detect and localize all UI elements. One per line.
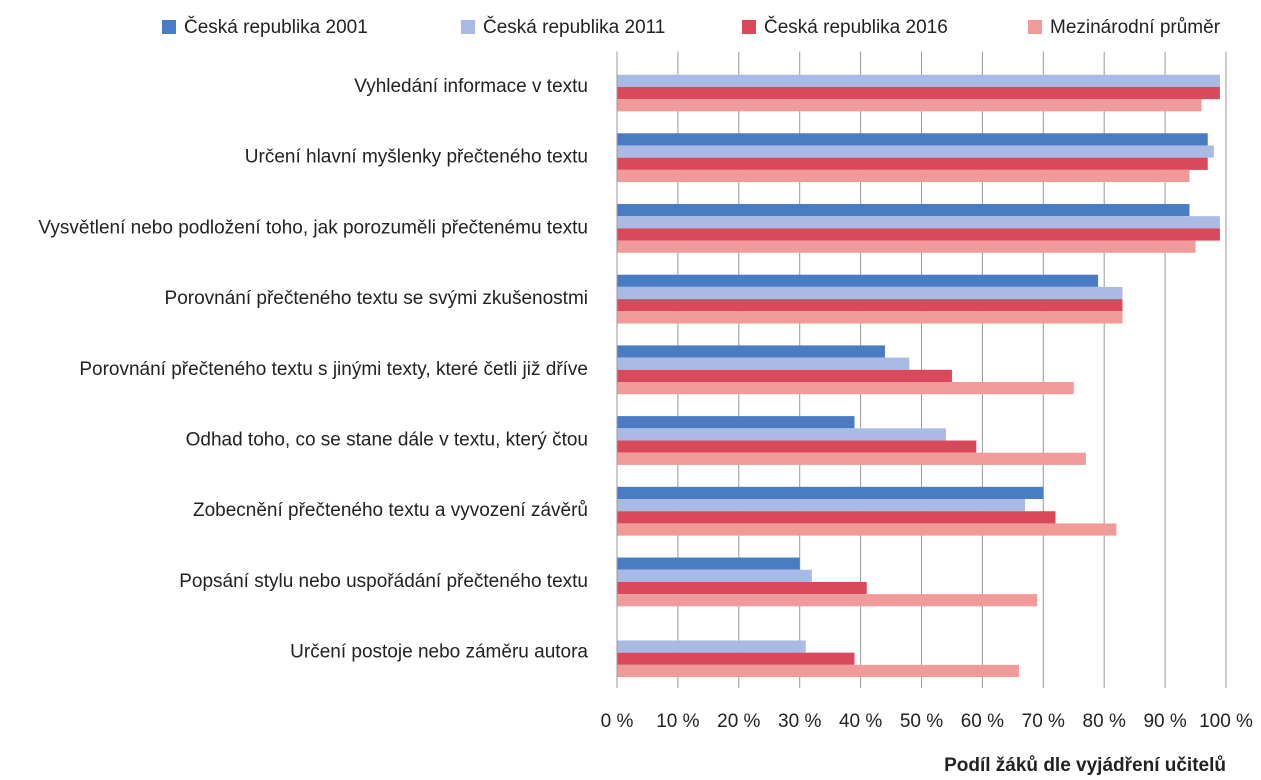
bar xyxy=(617,133,1208,146)
bar xyxy=(617,486,1044,500)
x-tick-label: 50 % xyxy=(900,711,943,732)
bar xyxy=(617,382,1074,395)
legend-label: Česká republika 2011 xyxy=(483,16,665,38)
bar xyxy=(617,157,1208,170)
bar xyxy=(617,452,1086,465)
bar xyxy=(617,511,1056,524)
bar xyxy=(617,345,885,358)
category-label-line: Odhad toho, co se stane dále v textu, kt… xyxy=(186,430,588,451)
category-label: Vyhledání informace v textu xyxy=(354,76,588,97)
bar xyxy=(617,145,1214,158)
bar xyxy=(617,581,867,595)
legend-swatch xyxy=(742,20,756,34)
bar xyxy=(617,569,812,582)
bar xyxy=(617,99,1202,112)
category-label-line: Porovnání přečteného textu se svými zkuš… xyxy=(165,288,588,309)
x-tick-label: 70 % xyxy=(1022,711,1065,732)
x-tick-label: 0 % xyxy=(601,711,634,732)
bar xyxy=(617,594,1038,607)
category-label-line: Určení postoje nebo záměru autora xyxy=(290,642,588,663)
category-label-line: Porovnání přečteného textu s jinými text… xyxy=(79,359,588,380)
bar xyxy=(617,240,1196,253)
bar xyxy=(617,74,1220,87)
bar xyxy=(617,416,855,429)
bar xyxy=(617,274,1099,287)
bar xyxy=(617,664,1019,678)
bar xyxy=(617,369,952,382)
category-label: Určení postoje nebo záměru autora xyxy=(290,642,588,663)
category-label: Určení hlavní myšlenky přečteného textu xyxy=(245,147,588,168)
category-label: Porovnání přečteného textu se svými zkuš… xyxy=(165,288,588,309)
bar xyxy=(617,169,1190,183)
bar xyxy=(617,523,1117,536)
x-axis-label: Podíl žáků dle vyjádření učitelů xyxy=(944,755,1226,776)
category-label-line: Vyhledání informace v textu xyxy=(354,76,588,97)
bar xyxy=(617,286,1123,300)
x-tick-label: 30 % xyxy=(778,711,821,732)
legend-swatch xyxy=(461,20,475,34)
bar xyxy=(617,299,1123,312)
bar xyxy=(617,499,1026,512)
legend-label: Česká republika 2016 xyxy=(764,16,948,38)
category-label: Vysvětlení nebo podložení toho, jak poro… xyxy=(38,217,588,238)
x-tick-label: 90 % xyxy=(1143,711,1186,732)
category-label: Popsání stylu nebo uspořádání přečteného… xyxy=(179,571,588,592)
bar xyxy=(617,640,806,653)
x-tick-label: 80 % xyxy=(1083,711,1126,732)
legend-swatch xyxy=(162,20,176,34)
x-tick-label: 60 % xyxy=(961,711,1004,732)
category-label-line: Popsání stylu nebo uspořádání přečteného… xyxy=(179,571,588,592)
category-label: Porovnání přečteného textu s jinými text… xyxy=(79,359,588,380)
bar xyxy=(617,86,1220,100)
legend-swatch xyxy=(1028,20,1042,34)
bar xyxy=(617,428,946,441)
category-label-line: Zobecnění přečteného textu a vyvození zá… xyxy=(193,500,588,521)
category-label: Odhad toho, co se stane dále v textu, kt… xyxy=(186,430,588,451)
bar xyxy=(617,228,1220,241)
bar xyxy=(617,440,977,453)
category-label-line: Vysvětlení nebo podložení toho, jak poro… xyxy=(38,217,588,238)
bar xyxy=(617,216,1220,229)
x-tick-label: 10 % xyxy=(656,711,699,732)
x-tick-label: 40 % xyxy=(839,711,882,732)
category-label-line: Určení hlavní myšlenky přečteného textu xyxy=(245,147,588,168)
bar xyxy=(617,557,800,570)
bar xyxy=(617,203,1190,217)
category-label: Zobecnění přečteného textu a vyvození zá… xyxy=(193,500,588,521)
x-tick-label: 100 % xyxy=(1199,711,1253,732)
bar xyxy=(617,311,1123,324)
bar xyxy=(617,652,855,665)
bar xyxy=(617,357,910,370)
legend-label: Mezinárodní průměr xyxy=(1050,17,1221,38)
legend-label: Česká republika 2001 xyxy=(184,16,368,38)
x-tick-label: 20 % xyxy=(717,711,760,732)
